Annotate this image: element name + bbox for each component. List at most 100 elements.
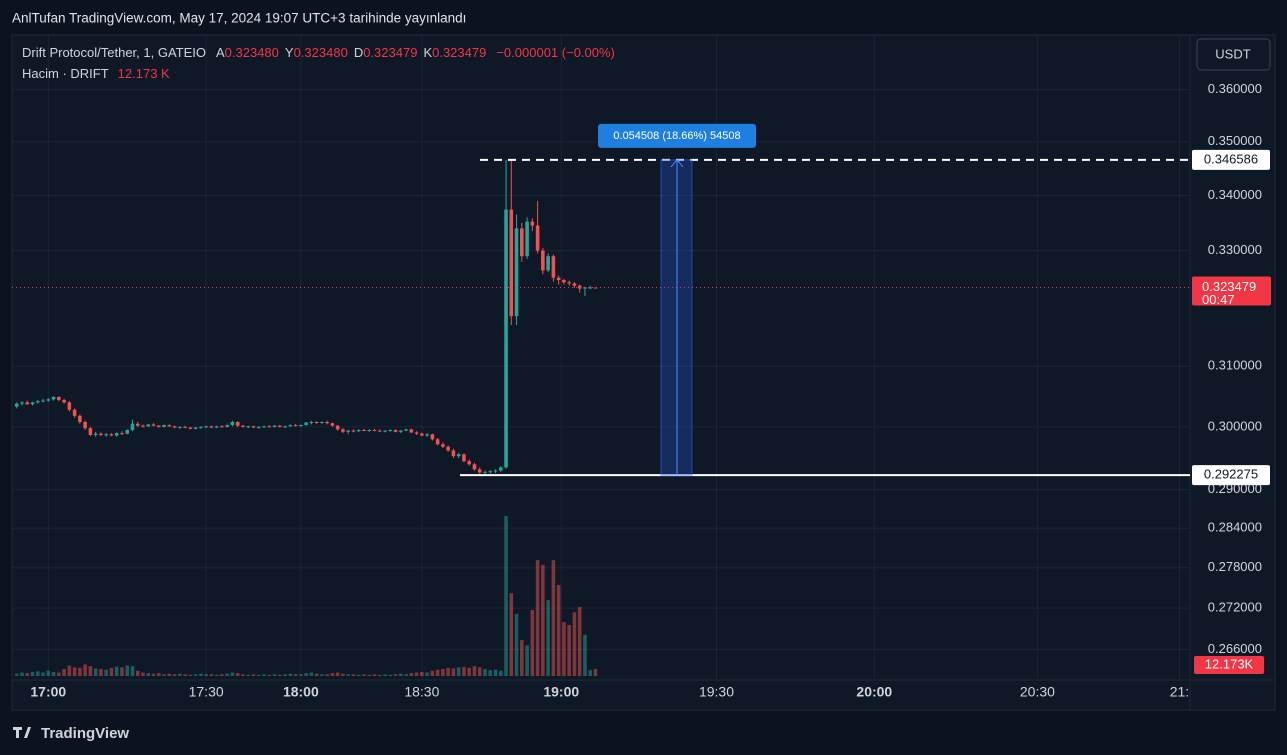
- candle-body: [388, 429, 393, 431]
- volume-bar: [299, 674, 303, 676]
- candle-body: [199, 426, 203, 428]
- volume-bar: [146, 673, 151, 676]
- volume-bar: [225, 673, 229, 676]
- candle-body: [356, 429, 361, 432]
- currency-label[interactable]: USDT: [1215, 46, 1250, 61]
- volume-bar: [351, 674, 356, 676]
- candle-body: [367, 429, 372, 431]
- candle-body: [83, 421, 87, 429]
- volume-bar: [130, 666, 135, 676]
- candle-body: [456, 454, 461, 457]
- candle-body: [51, 396, 56, 400]
- candle-body: [320, 421, 324, 423]
- candle-body: [446, 446, 450, 451]
- overlay-layer: 0.054508 (18.66%) 54508: [12, 123, 1190, 477]
- candle-body: [399, 430, 403, 432]
- candle-body: [283, 426, 287, 428]
- volume-axis-box: [1194, 656, 1264, 674]
- volume-bar: [193, 674, 198, 676]
- candle-body: [35, 401, 40, 403]
- volume-bar: [78, 667, 82, 676]
- candle-body: [225, 425, 229, 427]
- candle-body: [430, 434, 435, 440]
- candle-body: [477, 469, 482, 473]
- legend-value: 0.323480: [294, 45, 348, 60]
- x-tick-label: 21:: [1170, 684, 1189, 700]
- volume-bar: [372, 674, 377, 676]
- legend-line: Drift Protocol/Tether, 1, GATEIO A0.32348…: [22, 45, 615, 60]
- symbol: Drift Protocol/Tether, 1, GATEIO: [22, 45, 206, 60]
- candle-body: [593, 287, 598, 289]
- volume-bar: [520, 640, 524, 676]
- candle-body: [383, 430, 387, 432]
- candle-body: [172, 426, 177, 428]
- candle-body: [472, 464, 477, 470]
- volume-bar: [509, 593, 514, 676]
- volume-bar: [362, 674, 366, 676]
- candle-body: [451, 450, 456, 457]
- volume-bar: [209, 674, 214, 676]
- candle-body: [57, 396, 61, 400]
- candle-body: [272, 425, 277, 427]
- candle-body: [556, 277, 561, 280]
- volume-bar: [525, 645, 529, 676]
- candle-body: [256, 426, 261, 428]
- volume-bar: [330, 673, 335, 676]
- x-tick-label: 19:30: [699, 684, 734, 700]
- candle-body: [214, 426, 219, 428]
- y-tick-label: 0.300000: [1208, 418, 1262, 433]
- logo-icon: [13, 727, 31, 738]
- candle-body: [404, 429, 408, 431]
- volume-bar: [241, 674, 245, 676]
- candle-body: [335, 425, 340, 430]
- change: −0.000001 (−0.00%): [496, 45, 615, 60]
- volume-bar: [446, 667, 450, 676]
- candle-body: [435, 439, 440, 445]
- candle-body: [267, 426, 272, 428]
- volume-bar: [172, 674, 177, 676]
- candle-body: [372, 429, 377, 431]
- candle-body: [278, 425, 282, 427]
- volume-bar: [183, 674, 187, 676]
- legend-key: Y: [285, 45, 294, 60]
- volume-bar: [35, 671, 40, 676]
- volume-bar: [93, 668, 98, 676]
- volume-bar: [72, 667, 77, 676]
- volume-bar: [114, 666, 119, 676]
- volume-layer: [14, 516, 598, 676]
- candle-body: [483, 471, 487, 473]
- volume-bar: [399, 673, 403, 676]
- candle-body: [46, 399, 51, 401]
- volume-bar: [135, 670, 140, 676]
- volume-bar: [246, 674, 251, 676]
- currency-button[interactable]: [1196, 38, 1271, 71]
- candle-body: [530, 221, 535, 226]
- candle-body: [193, 427, 198, 429]
- candle-body: [151, 424, 156, 426]
- volume-bar: [251, 674, 256, 676]
- candle-body: [377, 430, 382, 432]
- candle-body: [125, 429, 130, 434]
- volume-bar: [393, 674, 398, 676]
- horizontal-line-box: [1192, 149, 1270, 170]
- measure-label: 0.054508 (18.66%) 54508: [613, 130, 740, 142]
- candle-body: [41, 400, 45, 402]
- volume-bar: [451, 668, 456, 676]
- candle-body: [241, 425, 245, 427]
- candle-body: [588, 287, 593, 289]
- volume-bar: [535, 560, 540, 676]
- candle-body: [135, 423, 140, 426]
- candle-body: [299, 425, 303, 427]
- candle-body: [462, 454, 466, 462]
- volume-bar: [414, 672, 419, 676]
- x-tick-label: 19:00: [543, 684, 579, 700]
- last-price-box: [1192, 276, 1271, 306]
- volume-bar: [409, 673, 414, 676]
- volume-bar: [583, 634, 587, 676]
- volume-bar: [335, 672, 340, 676]
- volume-bar: [256, 674, 261, 676]
- candle-body: [157, 425, 161, 427]
- candle-body: [188, 427, 193, 429]
- volume-bar: [467, 667, 471, 676]
- candle-body: [246, 426, 251, 428]
